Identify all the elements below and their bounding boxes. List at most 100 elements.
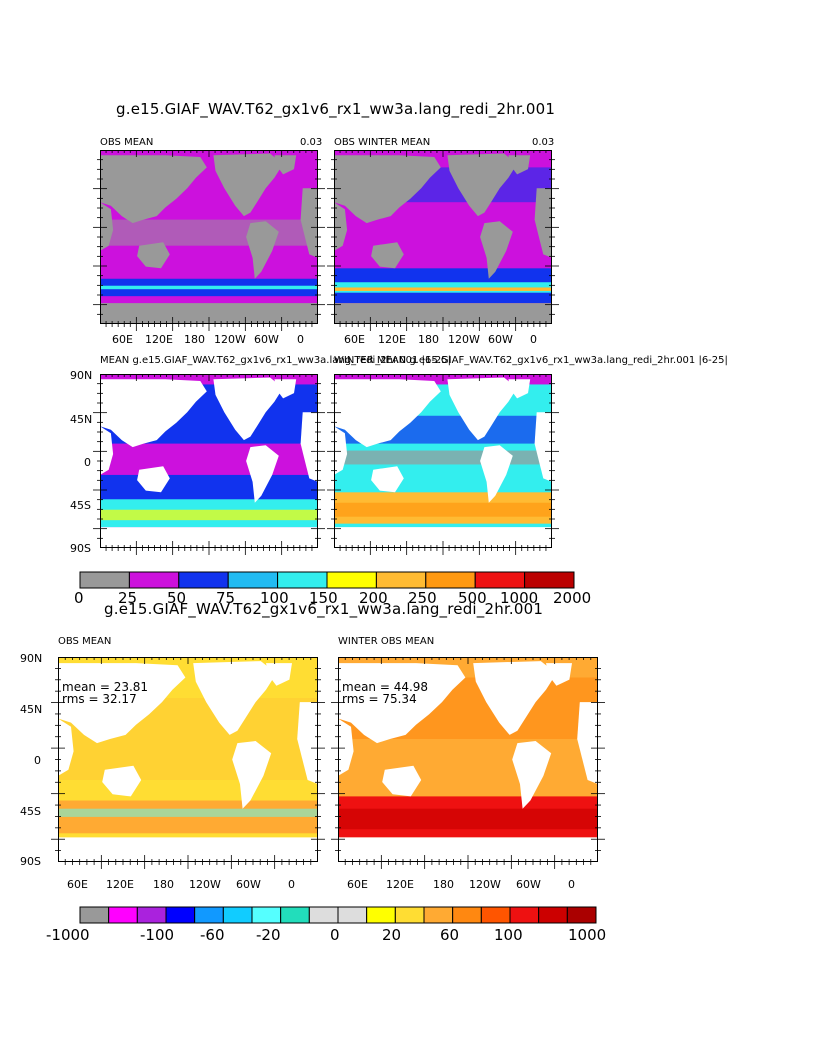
lon-tick: 60W [488,333,513,346]
colorbar-bottom-label: -1000 [46,926,90,944]
lat-tick: 0 [84,456,91,469]
stat-rms-winter: rms = 75.34 [342,692,417,706]
colorbar-swatch [178,571,229,589]
colorbar-top-label: 25 [118,589,138,607]
lon-tick: 60E [67,878,88,891]
colorbar-swatch [509,906,540,924]
lon-tick: 60W [254,333,279,346]
lon-tick: 0 [568,878,575,891]
colorbar-swatch [277,571,328,589]
map-panel-model-mean [93,374,325,555]
lon-tick: 120W [448,333,480,346]
lat-tick: 0 [34,754,41,767]
lon-tick: 0 [288,878,295,891]
panel-label-obs-mean: OBS MEAN [100,137,154,148]
bottom-figure-title: g.e15.GIAF_WAV.T62_gx1v6_rx1_ww3a.lang_r… [104,600,544,618]
colorbar-swatch [251,906,282,924]
map-panel-bottom-winter-obs-mean [331,657,605,869]
colorbar-top-label: 500 [458,589,487,607]
top-figure-title: g.e15.GIAF_WAV.T62_gx1v6_rx1_ww3a.lang_r… [116,100,556,118]
colorbar-swatch [425,571,476,589]
stat-rms-obs: rms = 32.17 [62,692,137,706]
colorbar-top-label: 200 [359,589,388,607]
colorbar-top-label: 1000 [500,589,539,607]
colorbar-bottom-label: -100 [140,926,175,944]
lon-tick: 120E [378,333,406,346]
colorbar-swatch [538,906,568,924]
colorbar-bottom-label: 60 [440,926,460,944]
lon-tick: 120E [386,878,414,891]
lat-tick: 45S [20,805,41,818]
colorbar-swatch [474,571,526,589]
panel-label-obs-winter-mean: OBS WINTER MEAN [334,137,431,148]
lat-tick: 90N [20,652,43,665]
colorbar-swatch [227,571,279,589]
lat-tick: 45N [20,703,43,716]
colorbar-bottom-label: 1000 [568,926,607,944]
lon-tick: 60W [236,878,261,891]
lon-tick: 180 [153,878,174,891]
lon-tick: 0 [297,333,304,346]
lat-tick: 90N [70,369,93,382]
colorbar-bottom-label: 0 [330,926,340,944]
colorbar-swatch [79,906,110,924]
panel-label-model-mean: MEAN g.e15.GIAF_WAV.T62_gx1v6_rx1_ww3a.l… [100,355,452,366]
panel-value-obs-mean: 0.03 [300,137,323,148]
lon-tick: 180 [418,333,439,346]
colorbar-swatch [165,906,196,924]
colorbar-swatch [480,906,511,924]
colorbar-top-label: 250 [408,589,437,607]
colorbar-swatch [79,571,130,589]
lon-tick: 60E [347,878,368,891]
colorbar-bottom-label: 20 [382,926,402,944]
colorbar-top-label: 2000 [553,589,592,607]
map-panel-obs-mean [93,150,325,331]
colorbar-swatch [326,571,377,589]
panel-label-bottom-winter-obs-mean: WINTER OBS MEAN [338,636,435,647]
colorbar-swatch [108,906,138,924]
colorbar-swatch [366,906,396,924]
stat-mean-obs: mean = 23.81 [62,680,149,694]
map-panel-bottom-obs-mean [51,657,325,869]
colorbar-top-label: 100 [260,589,289,607]
lon-tick: 60W [516,878,541,891]
colorbar-bottom-label: -60 [200,926,225,944]
lon-tick: 60E [112,333,133,346]
colorbar-swatch [337,906,368,924]
panel-value-obs-winter-mean: 0.03 [532,137,555,148]
lon-tick: 180 [184,333,205,346]
colorbar-top [79,571,575,589]
colorbar-swatch [194,906,224,924]
lat-tick: 90S [70,542,91,555]
lon-tick: 120E [145,333,173,346]
colorbar-swatch [128,571,180,589]
colorbar-swatch [423,906,454,924]
colorbar-bottom-label: 100 [494,926,523,944]
colorbar-bottom [79,906,597,924]
colorbar-top-label: 150 [309,589,338,607]
lat-tick: 90S [20,855,41,868]
colorbar-swatch [394,906,425,924]
lon-tick: 120W [214,333,246,346]
lon-tick: 120E [106,878,134,891]
lon-tick: 0 [530,333,537,346]
colorbar-top-label: 0 [74,589,84,607]
lon-tick: 60E [344,333,365,346]
colorbar-swatch [452,906,482,924]
colorbar-swatch [566,906,597,924]
stat-mean-winter: mean = 44.98 [342,680,429,694]
colorbar-bottom-label: -20 [256,926,281,944]
colorbar-swatch [375,571,427,589]
colorbar-swatch [524,571,575,589]
lat-tick: 45S [70,499,91,512]
lon-tick: 120W [469,878,501,891]
panel-label-model-winter-mean: WINTER MEAN g.e15.GIAF_WAV.T62_gx1v6_rx1… [334,355,728,366]
lat-tick: 45N [70,413,93,426]
colorbar-top-label: 50 [167,589,187,607]
lon-tick: 120W [189,878,221,891]
panel-label-bottom-obs-mean: OBS MEAN [58,636,112,647]
colorbar-top-label: 75 [216,589,236,607]
colorbar-swatch [136,906,167,924]
lon-tick: 180 [433,878,454,891]
map-panel-model-winter-mean [327,374,559,555]
